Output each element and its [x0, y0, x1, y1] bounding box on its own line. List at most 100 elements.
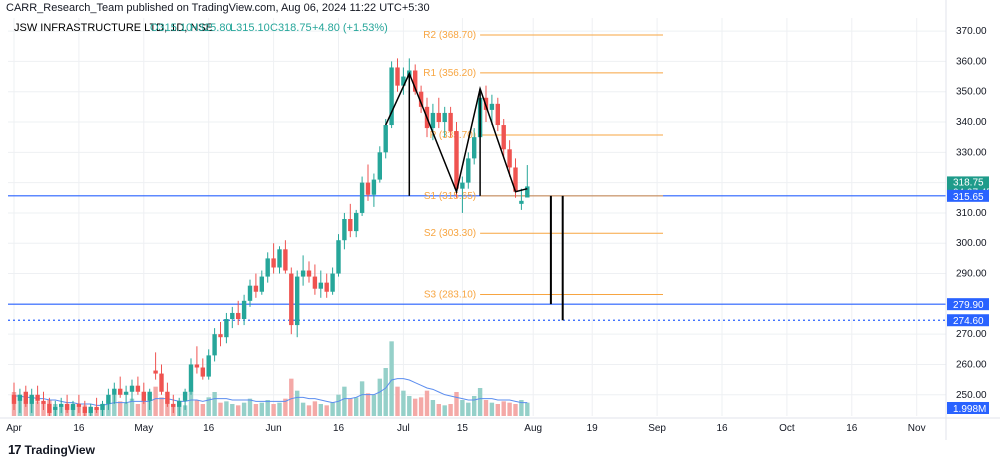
x-tick-label: 15: [457, 423, 469, 434]
tradingview-logo[interactable]: 17 TradingView: [8, 442, 95, 457]
candle-body: [76, 403, 82, 407]
y-tick-label: 290.00: [956, 269, 987, 280]
candle-body: [312, 276, 318, 289]
candle-body: [300, 270, 306, 277]
volume-bar: [377, 378, 382, 416]
volume-bar: [253, 404, 259, 416]
volume-bar: [212, 392, 217, 416]
x-tick-label: 16: [333, 423, 345, 434]
volume-bar: [112, 394, 117, 416]
candle-body: [501, 125, 506, 150]
volume-bar: [483, 400, 489, 416]
price-label-box: [947, 189, 989, 202]
volume-bar: [259, 402, 264, 416]
y-tick-label: 370.00: [956, 26, 987, 37]
candle-body: [525, 186, 530, 198]
price-label: 318.75: [953, 177, 984, 188]
volume-bar: [23, 398, 28, 416]
candle-body: [430, 112, 436, 129]
candle-body: [129, 385, 135, 392]
pattern-drawing-line: [385, 71, 528, 195]
volume-bar: [312, 401, 318, 416]
candle-body: [472, 137, 477, 159]
volume-bar: [306, 405, 312, 416]
candle-body: [218, 334, 223, 338]
candle-body: [241, 300, 247, 320]
tradingview-logo-icon: 17: [8, 442, 22, 457]
volume-bar: [430, 400, 436, 416]
candle-body: [448, 112, 453, 132]
candle-body: [495, 103, 500, 126]
volume-bar: [35, 401, 40, 416]
candle-body: [177, 400, 182, 407]
volume-bar: [159, 397, 164, 416]
candle-body: [236, 312, 241, 320]
volume-bar: [395, 386, 400, 416]
candle-body: [188, 364, 194, 392]
candle-body: [259, 276, 264, 292]
x-tick-label: Jun: [266, 423, 282, 434]
price-label: 279.90: [953, 300, 984, 311]
volume-bar: [472, 396, 477, 416]
candle-body: [200, 367, 205, 377]
x-tick-label: Apr: [6, 423, 22, 434]
candle-body: [507, 149, 512, 168]
volume-bar: [365, 393, 371, 416]
candle-body: [466, 158, 471, 183]
volume-bar: [466, 402, 471, 416]
candle-body: [324, 282, 329, 292]
volume-bar: [436, 404, 441, 416]
candle-body: [135, 385, 141, 392]
pivot-level-label: S2 (303.30): [424, 228, 476, 239]
open-value: O315.10: [150, 22, 193, 34]
candle-body: [436, 112, 441, 123]
volume-bar: [265, 400, 270, 416]
candle-body: [47, 403, 52, 413]
volume-bar: [277, 402, 282, 416]
close-value: C318.75: [270, 22, 312, 34]
candle-body: [413, 70, 418, 92]
candle-body: [383, 125, 388, 153]
candle-body: [64, 403, 70, 410]
candle-body: [442, 112, 447, 123]
candle-body: [194, 364, 200, 368]
candle-body: [389, 67, 394, 126]
volume-bar: [230, 404, 235, 416]
candle-body: [35, 394, 40, 401]
candle-body: [330, 273, 335, 292]
price-label: 274.60: [953, 316, 984, 327]
candle-body: [265, 258, 270, 277]
candle-body: [460, 182, 465, 189]
candle-body: [306, 270, 312, 277]
candle-body: [171, 403, 176, 407]
candle-body: [513, 167, 518, 192]
price-label-box: [947, 298, 989, 311]
volume-bar: [454, 392, 459, 416]
y-tick-label: 260.00: [956, 359, 987, 370]
volume-bar: [418, 397, 424, 416]
candle-body: [165, 391, 170, 404]
volume-bar: [383, 368, 388, 416]
candle-body: [100, 403, 105, 410]
volume-bar: [188, 390, 194, 416]
low-value: L315.10: [230, 22, 270, 34]
symbol-line[interactable]: JSW INFRASTRUCTURE LTD, 1D, NSE: [14, 22, 214, 34]
candle-body: [153, 370, 158, 374]
x-tick-label: 19: [587, 423, 599, 434]
candle-body: [182, 391, 188, 401]
candle-body: [53, 406, 58, 410]
volume-bar: [507, 402, 512, 416]
volume-bar: [501, 401, 506, 416]
candle-body: [159, 373, 164, 392]
volume-bar: [513, 404, 518, 416]
volume-bar: [118, 401, 123, 416]
candle-body: [88, 406, 93, 413]
y-tick-label: 360.00: [956, 56, 987, 67]
x-tick-label: 16: [846, 423, 858, 434]
volume-bar: [342, 386, 347, 416]
x-tick-label: Nov: [908, 423, 926, 434]
candle-body: [224, 319, 229, 338]
volume-bar: [289, 378, 294, 416]
volume-bar: [300, 402, 306, 416]
